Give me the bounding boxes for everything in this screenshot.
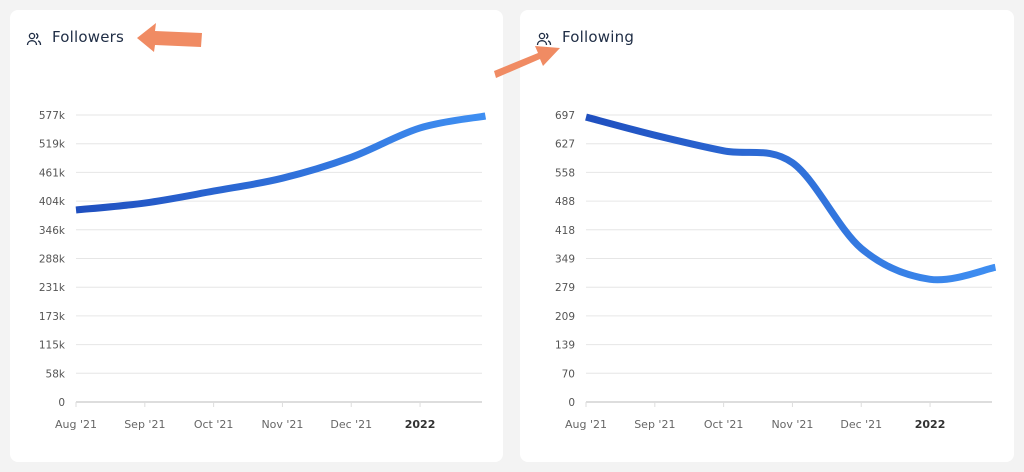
x-tick-label: Aug '21 — [565, 418, 607, 431]
y-tick-label: 0 — [568, 397, 575, 409]
following-chart: 0 70 139 209 279 349 418 488 558 627 697 Aug '21 Sep… — [555, 110, 997, 431]
series-line — [75, 112, 487, 214]
y-tick-label: 288k — [39, 254, 66, 266]
x-tick-label: 2022 — [915, 418, 946, 431]
y-tick-label: 349 — [555, 254, 575, 266]
x-tick-label: Oct '21 — [194, 418, 234, 431]
y-tick-label: 558 — [555, 167, 575, 179]
following-card: Following 0 70 139 209 279 349 418 488 558 627 697… — [520, 10, 1014, 462]
y-tick-label: 488 — [555, 196, 575, 208]
chart-title: Followers — [52, 28, 125, 46]
y-tick-label: 404k — [39, 196, 66, 208]
x-tick-label: Sep '21 — [634, 418, 675, 431]
followers-card: Followers 0 58k 115k 173k 231k 288k 346k 404k 46… — [10, 10, 503, 462]
y-tick-label: 697 — [555, 110, 575, 122]
y-tick-label: 461k — [39, 167, 66, 179]
y-tick-label: 279 — [555, 282, 575, 294]
y-tick-label: 139 — [555, 340, 575, 352]
chart-title: Following — [562, 28, 635, 46]
y-tick-label: 70 — [562, 368, 575, 380]
x-tick-label: Aug '21 — [55, 418, 97, 431]
series-line — [585, 113, 997, 284]
y-tick-label: 519k — [39, 139, 66, 151]
y-tick-label: 346k — [39, 225, 66, 237]
y-tick-label: 58k — [46, 368, 66, 380]
y-tick-label: 418 — [555, 225, 575, 237]
followers-chart: 0 58k 115k 173k 231k 288k 346k 404k 461k 519k 577k… — [39, 110, 487, 431]
y-tick-label: 0 — [58, 397, 65, 409]
y-tick-label: 231k — [39, 282, 66, 294]
x-tick-label: Dec '21 — [330, 418, 372, 431]
x-tick-label: Oct '21 — [704, 418, 744, 431]
x-tick-label: Nov '21 — [771, 418, 813, 431]
x-tick-label: Sep '21 — [124, 418, 165, 431]
y-tick-label: 173k — [39, 311, 66, 323]
y-tick-label: 577k — [39, 110, 66, 122]
x-tick-label: Dec '21 — [840, 418, 882, 431]
x-tick-label: 2022 — [405, 418, 436, 431]
y-tick-label: 209 — [555, 311, 575, 323]
x-tick-label: Nov '21 — [261, 418, 303, 431]
y-tick-label: 115k — [39, 340, 66, 352]
y-tick-label: 627 — [555, 139, 575, 151]
users-icon — [536, 32, 552, 46]
users-icon — [26, 32, 42, 46]
